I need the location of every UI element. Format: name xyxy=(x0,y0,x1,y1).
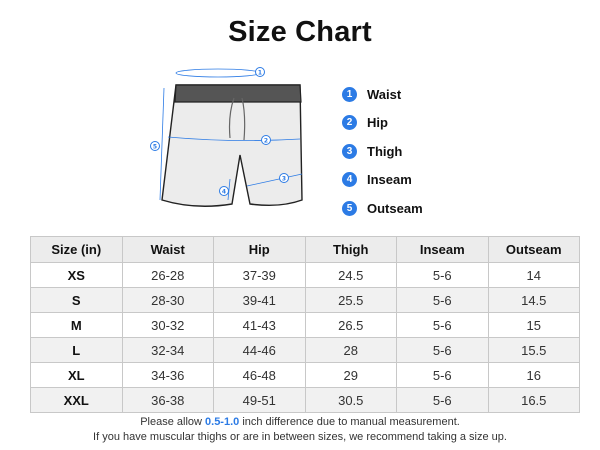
table-cell: 30.5 xyxy=(304,387,397,413)
column-header: Inseam xyxy=(396,236,489,263)
table-cell: 5-6 xyxy=(396,387,489,413)
marker-1: 1 xyxy=(255,67,265,77)
table-cell: 26.5 xyxy=(304,312,397,338)
marker-5: 5 xyxy=(150,141,160,151)
legend-label: Inseam xyxy=(367,172,412,188)
table-cell: 41-43 xyxy=(213,312,306,338)
table-cell: 5-6 xyxy=(396,337,489,363)
number-badge: 2 xyxy=(342,115,357,131)
table-cell: 14 xyxy=(487,262,580,288)
shorts-diagram: 1 2 3 4 5 xyxy=(150,67,303,207)
column-header: Waist xyxy=(121,236,214,263)
column-header: Outseam xyxy=(487,236,580,263)
legend-item-thigh: 3 Thigh xyxy=(342,137,423,166)
table-cell: 5-6 xyxy=(396,287,489,313)
size-cell: XXL xyxy=(30,387,123,413)
table-cell: 46-48 xyxy=(213,362,306,388)
table-cell: 5-6 xyxy=(396,362,489,388)
legend-item-waist: 1 Waist xyxy=(342,80,423,109)
table-cell: 34-36 xyxy=(121,362,214,388)
table-cell: 37-39 xyxy=(213,262,306,288)
table-row: S 28-30 39-41 25.5 5-6 14.5 xyxy=(30,287,580,313)
table-cell: 16 xyxy=(487,362,580,388)
table-cell: 28-30 xyxy=(121,287,214,313)
table-cell: 32-34 xyxy=(121,337,214,363)
size-cell: L xyxy=(30,337,123,363)
note-text: Please allow xyxy=(140,416,206,428)
table-cell: 49-51 xyxy=(213,387,306,413)
legend-item-hip: 2 Hip xyxy=(342,109,423,138)
note-text: inch difference due to manual measuremen… xyxy=(239,416,460,428)
number-badge: 3 xyxy=(342,143,357,159)
table-row: XXL 36-38 49-51 30.5 5-6 16.5 xyxy=(30,387,580,413)
note-highlight: 0.5-1.0 xyxy=(205,416,240,428)
sizing-advice-note: If you have muscular thighs or are in be… xyxy=(93,431,507,443)
table-cell: 25.5 xyxy=(304,287,397,313)
table-cell: 14.5 xyxy=(487,287,580,313)
table-cell: 15.5 xyxy=(487,337,580,363)
measurement-note: Please allow 0.5-1.0 inch difference due… xyxy=(0,416,600,428)
table-cell: 24.5 xyxy=(304,262,397,288)
svg-text:2: 2 xyxy=(264,138,268,145)
svg-text:4: 4 xyxy=(222,189,226,196)
page-title: Size Chart xyxy=(228,16,372,48)
number-badge: 5 xyxy=(342,200,357,216)
table-cell: 16.5 xyxy=(487,387,580,413)
column-header: Size (in) xyxy=(30,236,123,263)
legend-item-outseam: 5 Outseam xyxy=(342,194,423,223)
svg-text:1: 1 xyxy=(258,70,262,77)
table-cell: 28 xyxy=(304,337,397,363)
measurement-legend: 1 Waist 2 Hip 3 Thigh 4 Inseam 5 Outseam xyxy=(342,80,423,223)
legend-label: Thigh xyxy=(367,143,403,159)
table-row: L 32-34 44-46 28 5-6 15.5 xyxy=(30,337,580,363)
column-header: Thigh xyxy=(304,236,397,263)
table-cell: 26-28 xyxy=(121,262,214,288)
table-cell: 30-32 xyxy=(121,312,214,338)
size-cell: XS xyxy=(30,262,123,288)
table-cell: 29 xyxy=(304,362,397,388)
table-header-row: Size (in) Waist Hip Thigh Inseam Outseam xyxy=(30,236,580,263)
table-cell: 5-6 xyxy=(396,312,489,338)
size-cell: S xyxy=(30,287,123,313)
marker-4: 4 xyxy=(219,186,229,196)
table-cell: 36-38 xyxy=(121,387,214,413)
svg-text:3: 3 xyxy=(282,176,286,183)
size-table: Size (in) Waist Hip Thigh Inseam Outseam… xyxy=(30,236,580,413)
table-cell: 15 xyxy=(487,312,580,338)
table-cell: 5-6 xyxy=(396,262,489,288)
marker-3: 3 xyxy=(279,173,289,183)
legend-label: Hip xyxy=(367,115,388,131)
legend-label: Waist xyxy=(367,86,402,102)
table-row: M 30-32 41-43 26.5 5-6 15 xyxy=(30,312,580,338)
size-cell: M xyxy=(30,312,123,338)
marker-2: 2 xyxy=(261,135,271,145)
table-cell: 39-41 xyxy=(213,287,306,313)
size-cell: XL xyxy=(30,362,123,388)
svg-text:5: 5 xyxy=(153,144,157,151)
column-header: Hip xyxy=(213,236,306,263)
table-row: XS 26-28 37-39 24.5 5-6 14 xyxy=(30,262,580,288)
legend-item-inseam: 4 Inseam xyxy=(342,166,423,195)
number-badge: 4 xyxy=(342,172,357,188)
table-cell: 44-46 xyxy=(213,337,306,363)
number-badge: 1 xyxy=(342,86,357,102)
table-row: XL 34-36 46-48 29 5-6 16 xyxy=(30,362,580,388)
legend-label: Outseam xyxy=(367,200,423,216)
